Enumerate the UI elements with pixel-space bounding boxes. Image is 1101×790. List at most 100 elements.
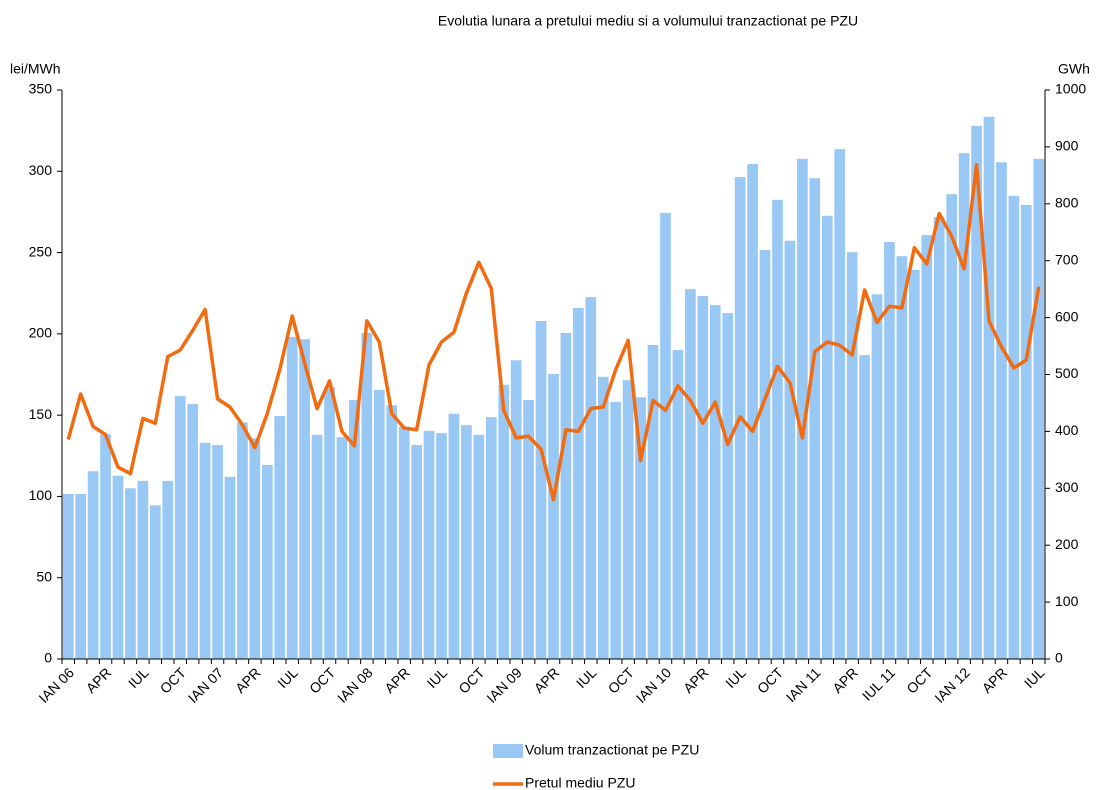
x-tick-label: IAN 08 [334,664,376,706]
bar [299,339,310,659]
y-tick-label: 350 [29,81,53,97]
bar [535,321,547,659]
bar [523,400,534,659]
x-tick-label: APR [979,664,1011,696]
x-tick-label: IAN 12 [931,664,973,706]
bar [174,396,186,659]
x-tick-label: IAN 09 [483,664,525,706]
y-axis-label: lei/MWh [10,61,61,77]
bar [846,252,858,660]
bar [759,249,771,659]
x-tick-label: OCT [903,664,936,697]
bar [896,256,908,659]
x-tick-label: IUL 11 [859,664,899,704]
y-tick-label: 0 [44,650,52,666]
bar [349,400,360,659]
bar [971,125,982,660]
bar [610,401,622,659]
x-tick-label: APR [83,664,115,696]
bar [1033,158,1045,659]
x-tick-label: IUL [1021,664,1048,691]
bar [237,422,248,659]
bar [946,194,958,659]
chart-title: Evolutia lunara a pretului mediu si a vo… [438,13,858,29]
y2-tick-label: 300 [1055,479,1079,495]
x-tick-label: APR [232,664,264,696]
bar [498,384,510,659]
bar [622,380,634,659]
bar [398,426,410,659]
bar [1020,204,1032,660]
bar [75,493,87,659]
bar [224,476,236,659]
bar [261,464,273,659]
y2-tick-label: 700 [1055,251,1079,267]
bar [884,241,895,659]
bar [149,505,161,659]
x-tick-label: IUL [424,664,451,691]
bar [199,442,211,659]
x-tick-label: APR [680,664,712,696]
x-tick-label: IUL [125,664,152,691]
x-tick-label: IUL [573,664,600,691]
bar [373,389,385,659]
bar [324,387,335,659]
bar [286,336,298,659]
bar [908,269,920,659]
bar [162,480,174,659]
bar [722,313,734,659]
bar [461,425,472,659]
bar [958,153,970,659]
y2-tick-label: 800 [1055,195,1079,211]
bar [660,212,671,660]
bar [361,332,373,659]
y-tick-label: 250 [29,243,53,259]
bar [436,433,447,659]
x-tick-label: IAN 07 [185,664,227,706]
bar [585,297,597,659]
x-tick-label: IUL [274,664,301,691]
price-line [66,163,1041,502]
bar [485,417,497,659]
bar [983,116,995,660]
bar [386,405,398,659]
bar [834,149,846,659]
x-tick-label: IUL [722,664,749,691]
bar [411,445,422,659]
y2-tick-label: 100 [1055,593,1079,609]
bar [510,360,522,659]
bar [871,294,883,659]
bar [100,434,111,659]
bar [647,344,659,659]
bar [473,434,485,659]
bar [685,289,696,659]
bar [672,350,684,659]
y2-tick-label: 500 [1055,365,1079,381]
x-tick-label: IAN 06 [35,664,77,706]
bar [635,397,646,659]
bar [1008,195,1020,660]
x-tick-label: OCT [754,664,787,697]
y2-tick-label: 900 [1055,138,1079,154]
x-tick-label: IAN 11 [783,664,824,705]
bar [772,199,783,659]
bar [573,307,584,659]
legend-swatch [493,744,523,758]
bar [137,480,149,659]
bar [859,355,870,659]
bar [62,493,74,659]
bar [709,305,721,659]
y-tick-label: 50 [36,568,52,584]
bar [274,416,286,659]
bar [996,162,1007,659]
y2-tick-label: 600 [1055,308,1079,324]
y-tick-label: 300 [29,162,53,178]
y-tick-label: 200 [29,325,53,341]
bar [423,430,435,659]
bar [784,240,796,659]
bar [933,216,945,659]
x-tick-label: OCT [157,664,190,697]
legend-label: Pretul mediu PZU [525,775,635,790]
bar [747,163,758,659]
bar [560,332,572,659]
